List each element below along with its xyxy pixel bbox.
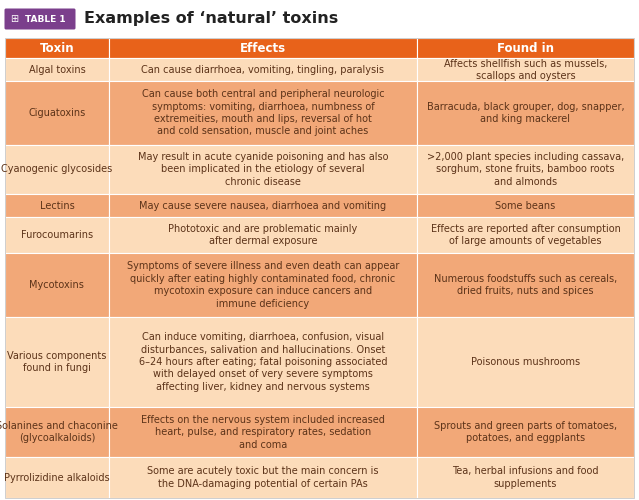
Text: Solanines and chaconine
(glycoalkaloids): Solanines and chaconine (glycoalkaloids) (0, 421, 118, 444)
Bar (417, 316, 634, 408)
Bar (417, 38, 634, 58)
FancyBboxPatch shape (4, 8, 75, 29)
Bar (417, 81, 634, 144)
Bar (5, 194, 109, 217)
Text: Can cause diarrhoea, vomiting, tingling, paralysis: Can cause diarrhoea, vomiting, tingling,… (141, 64, 385, 74)
Bar (109, 144, 417, 194)
Bar (417, 217, 634, 254)
Bar (417, 408, 634, 457)
Bar (5, 38, 109, 58)
Bar (109, 81, 417, 144)
Bar (417, 194, 634, 217)
Text: Affects shellfish such as mussels,
scallops and oysters: Affects shellfish such as mussels, scall… (444, 58, 607, 81)
Bar (0, 0, 639, 38)
Bar (417, 144, 634, 194)
Bar (109, 408, 417, 457)
Text: Toxin: Toxin (40, 42, 74, 54)
Text: Found in: Found in (497, 42, 554, 54)
Bar (5, 457, 109, 498)
Bar (417, 254, 634, 316)
Text: Some beans: Some beans (495, 200, 556, 210)
Text: Effects: Effects (240, 42, 286, 54)
Text: Tea, herbal infusions and food
supplements: Tea, herbal infusions and food supplemen… (452, 466, 599, 489)
Text: Effects are reported after consumption
of large amounts of vegetables: Effects are reported after consumption o… (431, 224, 620, 246)
Bar (109, 457, 417, 498)
Bar (5, 254, 109, 316)
Text: Cyanogenic glycosides: Cyanogenic glycosides (1, 164, 112, 174)
Text: Ciguatoxins: Ciguatoxins (28, 108, 86, 118)
Bar (5, 316, 109, 408)
Text: Various components
found in fungi: Various components found in fungi (7, 351, 107, 373)
Bar (109, 217, 417, 254)
Bar (109, 194, 417, 217)
Text: Effects on the nervous system included increased
heart, pulse, and respiratory r: Effects on the nervous system included i… (141, 415, 385, 450)
Text: Sprouts and green parts of tomatoes,
potatoes, and eggplants: Sprouts and green parts of tomatoes, pot… (434, 421, 617, 444)
Text: ⊞: ⊞ (10, 14, 18, 24)
Text: Furocoumarins: Furocoumarins (21, 230, 93, 240)
Text: Examples of ‘natural’ toxins: Examples of ‘natural’ toxins (84, 12, 338, 26)
Text: May cause severe nausea, diarrhoea and vomiting: May cause severe nausea, diarrhoea and v… (139, 200, 387, 210)
Bar (417, 58, 634, 81)
Bar (109, 38, 417, 58)
Bar (417, 457, 634, 498)
Text: Lectins: Lectins (40, 200, 74, 210)
Bar (5, 58, 109, 81)
Text: May result in acute cyanide poisoning and has also
been implicated in the etiolo: May result in acute cyanide poisoning an… (137, 152, 388, 187)
Text: TABLE 1: TABLE 1 (25, 14, 65, 24)
Text: Mycotoxins: Mycotoxins (29, 280, 84, 290)
Text: Numerous foodstuffs such as cereals,
dried fruits, nuts and spices: Numerous foodstuffs such as cereals, dri… (434, 274, 617, 296)
Text: Poisonous mushrooms: Poisonous mushrooms (471, 357, 580, 367)
Bar (5, 144, 109, 194)
Text: Symptoms of severe illness and even death can appear
quickly after eating highly: Symptoms of severe illness and even deat… (127, 262, 399, 308)
Bar (109, 58, 417, 81)
Text: Can induce vomiting, diarrhoea, confusion, visual
disturbances, salivation and h: Can induce vomiting, diarrhoea, confusio… (139, 332, 387, 392)
Bar (5, 217, 109, 254)
Bar (109, 316, 417, 408)
Text: Pyrrolizidine alkaloids: Pyrrolizidine alkaloids (4, 472, 110, 482)
Text: >2,000 plant species including cassava,
sorghum, stone fruits, bamboo roots
and : >2,000 plant species including cassava, … (427, 152, 624, 187)
Text: Algal toxins: Algal toxins (29, 64, 85, 74)
Bar (5, 408, 109, 457)
Text: Barracuda, black grouper, dog, snapper,
and king mackerel: Barracuda, black grouper, dog, snapper, … (427, 102, 624, 124)
Bar (5, 81, 109, 144)
Text: Some are acutely toxic but the main concern is
the DNA-damaging potential of cer: Some are acutely toxic but the main conc… (147, 466, 379, 489)
Text: Phototoxic and are problematic mainly
after dermal exposure: Phototoxic and are problematic mainly af… (168, 224, 357, 246)
Bar (109, 254, 417, 316)
Text: Can cause both central and peripheral neurologic
symptoms: vomiting, diarrhoea, : Can cause both central and peripheral ne… (142, 89, 384, 136)
